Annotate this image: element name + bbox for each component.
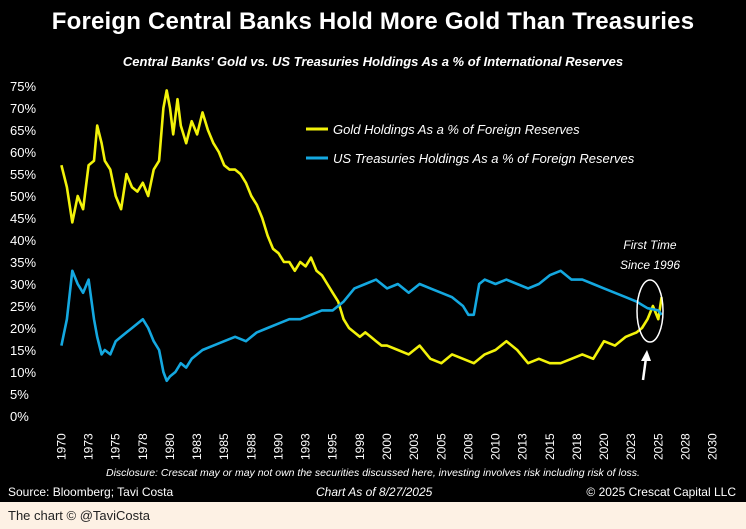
series-layer	[60, 89, 663, 383]
x-tick-label: 1985	[217, 433, 231, 460]
annotation-ellipse	[636, 279, 664, 343]
series-line-gold	[60, 89, 663, 365]
y-tick-label: 5%	[10, 387, 29, 402]
x-tick-label: 2020	[597, 433, 611, 460]
x-axis: 1970 1973 1975 1978 1980 1983 1985 1988 1990 1993…	[54, 433, 719, 460]
x-tick-label: 1978	[136, 433, 150, 460]
legend-label-gold: Gold Holdings As a % of Foreign Reserves	[333, 122, 580, 137]
x-tick-label: 2013	[516, 433, 530, 460]
y-tick-label: 40%	[10, 233, 36, 248]
y-tick-label: 45%	[10, 211, 36, 226]
x-tick-label: 2000	[380, 433, 394, 460]
x-tick-label: 2008	[461, 433, 475, 460]
chart-plot: 0% 5% 10% 15% 20% 25% 30% 35% 40% 45% 50% 55% 60% 65%…	[10, 79, 720, 460]
annotation-arrow	[641, 357, 648, 381]
x-tick-label: 1973	[82, 433, 96, 460]
legend-label-treasuries: US Treasuries Holdings As a % of Foreign…	[333, 151, 635, 166]
y-tick-label: 15%	[10, 343, 36, 358]
disclosure: Disclosure: Crescat may or may not own t…	[106, 467, 640, 479]
y-tick-label: 30%	[10, 277, 36, 292]
annotation-line1: First Time	[623, 238, 677, 252]
y-axis: 0% 5% 10% 15% 20% 25% 30% 35% 40% 45% 50% 55% 60% 65%…	[10, 79, 36, 424]
x-tick-label: 1975	[109, 433, 123, 460]
x-tick-label: 2015	[543, 433, 557, 460]
y-tick-label: 10%	[10, 365, 36, 380]
x-tick-label: 2010	[489, 433, 503, 460]
x-tick-label: 2018	[570, 433, 584, 460]
x-tick-label: 2028	[678, 433, 692, 460]
y-tick-label: 20%	[10, 321, 36, 336]
y-tick-label: 55%	[10, 167, 36, 182]
x-tick-label: 2025	[651, 433, 665, 460]
annotation-arrow-head	[641, 350, 651, 361]
series-line-treasuries	[60, 269, 663, 383]
x-tick-label: 1970	[54, 433, 68, 460]
x-tick-label: 1988	[244, 433, 258, 460]
x-tick-label: 1993	[299, 433, 313, 460]
x-tick-label: 2023	[624, 433, 638, 460]
chart-subtitle: Central Banks' Gold vs. US Treasuries Ho…	[122, 54, 624, 69]
x-tick-label: 1980	[163, 433, 177, 460]
annotation: First Time Since 1996	[620, 238, 680, 381]
x-tick-label: 2005	[434, 433, 448, 460]
x-tick-label: 1990	[271, 433, 285, 460]
y-tick-label: 65%	[10, 123, 36, 138]
y-tick-label: 70%	[10, 101, 36, 116]
chart-frame	[0, 0, 746, 502]
y-tick-label: 60%	[10, 145, 36, 160]
chart-as-of: Chart As of 8/27/2025	[316, 485, 433, 499]
chart-title: Foreign Central Banks Hold More Gold Tha…	[51, 8, 695, 35]
y-tick-label: 35%	[10, 255, 36, 270]
x-tick-label: 1998	[353, 433, 367, 460]
y-tick-label: 25%	[10, 299, 36, 314]
legend: Gold Holdings As a % of Foreign Reserves…	[306, 122, 635, 166]
x-tick-label: 1995	[326, 433, 340, 460]
y-tick-label: 0%	[10, 409, 29, 424]
x-tick-label: 2003	[407, 433, 421, 460]
y-tick-label: 75%	[10, 79, 36, 94]
source-note: Source: Bloomberg; Tavi Costa	[8, 485, 174, 499]
copyright: © 2025 Crescat Capital LLC	[586, 485, 736, 499]
image-caption: The chart © @TaviCosta	[8, 508, 150, 523]
x-tick-label: 2030	[706, 433, 720, 460]
y-tick-label: 50%	[10, 189, 36, 204]
annotation-line2: Since 1996	[620, 258, 680, 272]
x-tick-label: 1983	[190, 433, 204, 460]
